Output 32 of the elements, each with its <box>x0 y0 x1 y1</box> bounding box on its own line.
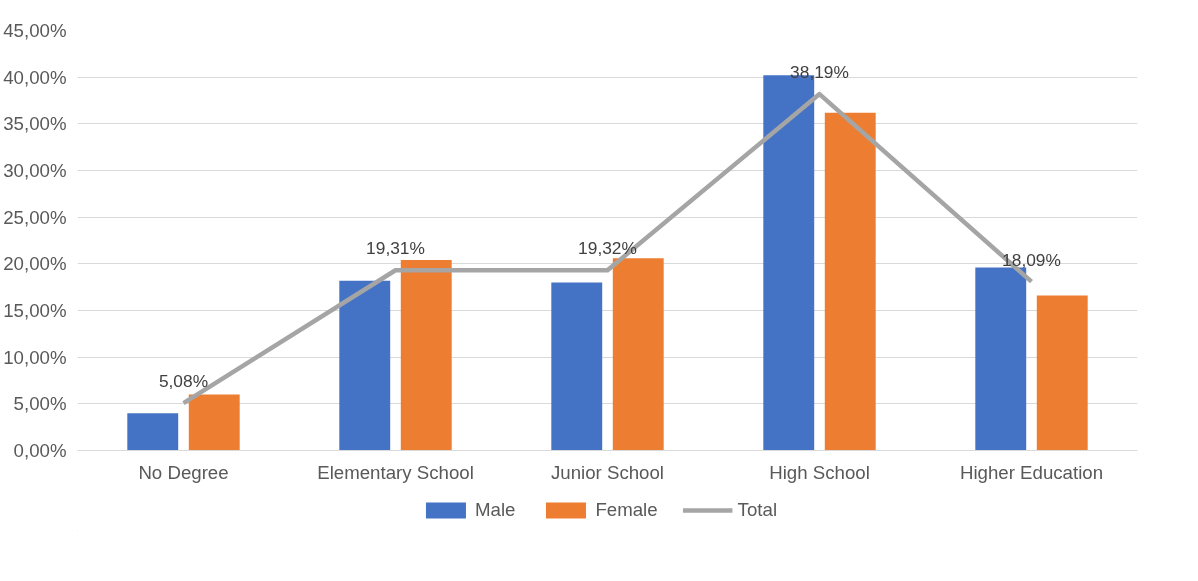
x-tick-label: No Degree <box>138 461 229 483</box>
y-tick-label: 10,00% <box>3 346 67 368</box>
legend-label: Male <box>474 499 516 521</box>
data-label: 5,08% <box>158 371 209 392</box>
y-tick-label: 0,00% <box>13 440 67 461</box>
bar <box>339 280 391 451</box>
x-tick-label: Elementary School <box>317 461 474 483</box>
y-tick-label: 30,00% <box>3 160 67 181</box>
bar <box>975 267 1027 451</box>
y-tick-label: 40,00% <box>3 66 67 88</box>
data-label: 19,31% <box>366 238 425 259</box>
data-label: 38,19% <box>790 62 849 83</box>
bar <box>400 260 452 451</box>
x-tick-label: Higher Education <box>959 461 1104 483</box>
y-tick-label: 25,00% <box>3 206 67 228</box>
y-tick-label: 45,00% <box>3 20 67 41</box>
data-label: 18,09% <box>1002 249 1061 270</box>
y-tick-label: 15,00% <box>3 300 67 321</box>
bar <box>127 413 179 451</box>
y-tick-label: 5,00% <box>13 393 67 415</box>
y-tick-label: 35,00% <box>3 113 67 135</box>
bar <box>551 282 603 451</box>
legend-label: Female <box>595 499 658 521</box>
data-label: 19,32% <box>578 238 637 259</box>
legend-label: Total <box>737 499 778 521</box>
bar <box>188 394 240 451</box>
bar <box>1036 295 1088 451</box>
x-tick-label: High School <box>769 461 870 483</box>
bar <box>824 112 876 451</box>
x-tick-label: Junior School <box>550 461 665 483</box>
bar <box>612 258 664 451</box>
y-tick-label: 20,00% <box>3 253 67 275</box>
